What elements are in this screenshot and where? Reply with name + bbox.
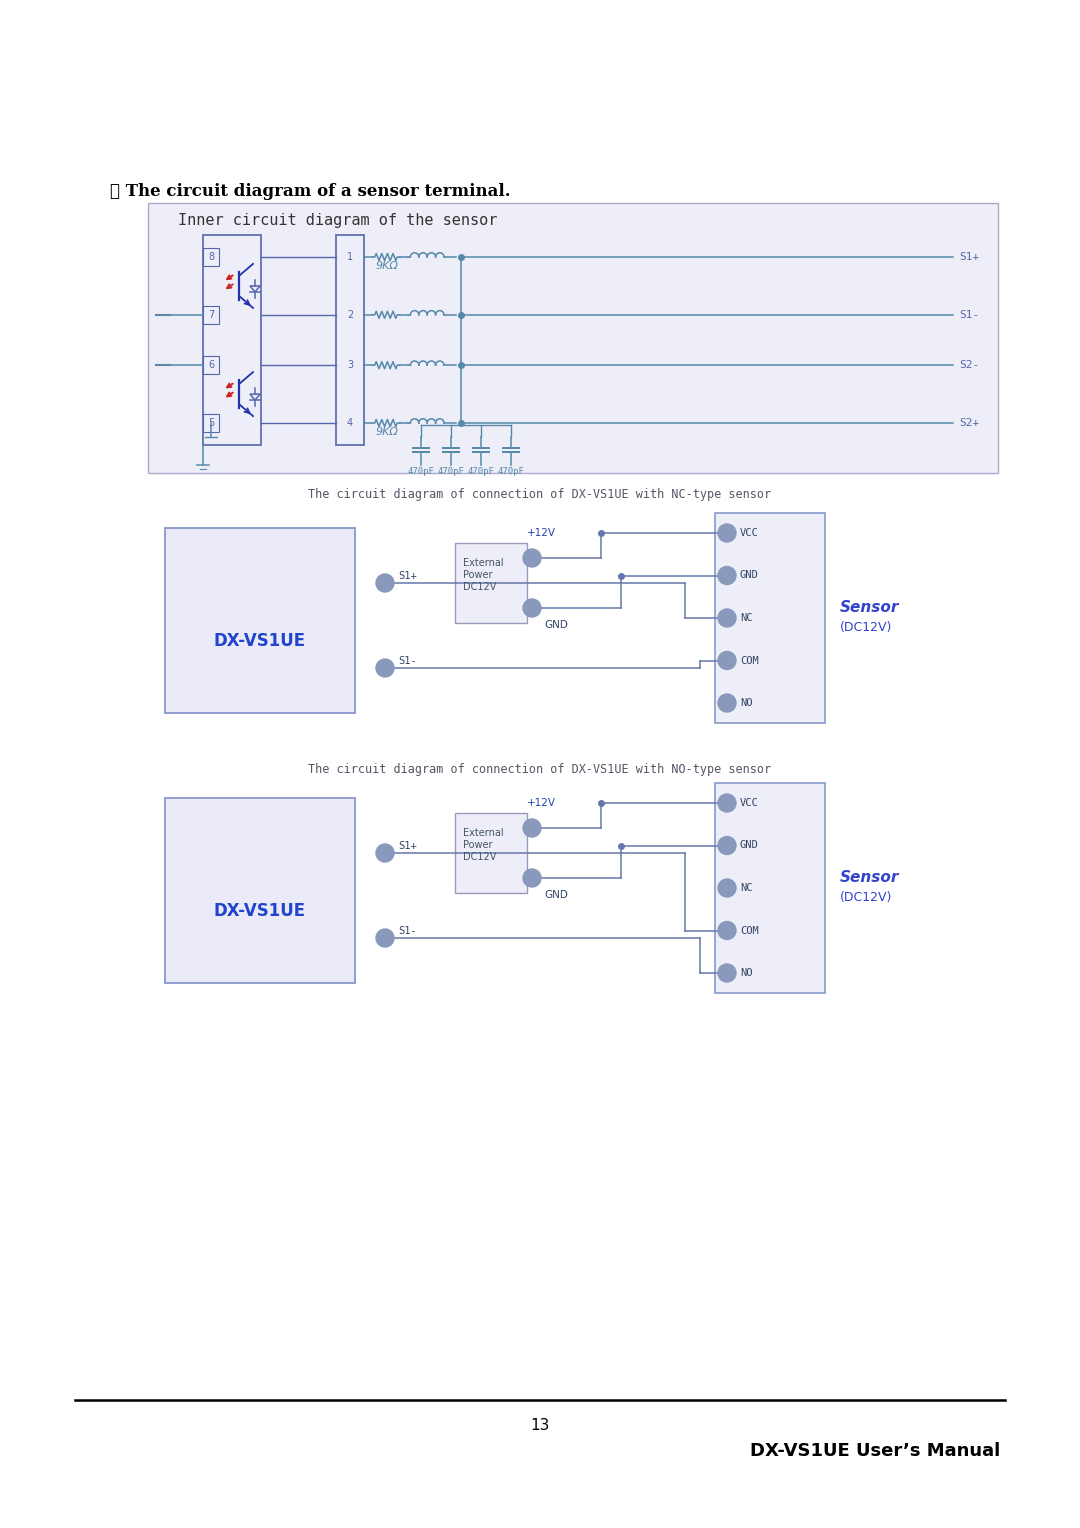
Text: S1-: S1- [399, 656, 417, 666]
Circle shape [523, 869, 541, 886]
Text: The circuit diagram of connection of DX-VS1UE with NO-type sensor: The circuit diagram of connection of DX-… [309, 762, 771, 776]
Text: ・ The circuit diagram of a sensor terminal.: ・ The circuit diagram of a sensor termin… [110, 183, 511, 200]
Text: NC: NC [740, 883, 753, 892]
Bar [203, 356, 219, 374]
Bar [336, 235, 364, 445]
Text: +12V: +12V [527, 529, 556, 538]
Text: DX-VS1UE User’s Manual: DX-VS1UE User’s Manual [750, 1442, 1000, 1459]
Circle shape [718, 610, 735, 626]
Text: GND: GND [740, 570, 759, 581]
Text: S1+: S1+ [399, 840, 417, 851]
Bar [455, 542, 527, 623]
Text: 9KΩ: 9KΩ [376, 426, 399, 437]
Text: 5: 5 [207, 419, 214, 428]
Bar [165, 798, 355, 983]
Text: DX-VS1UE: DX-VS1UE [214, 633, 306, 649]
Bar [203, 248, 219, 266]
Text: VCC: VCC [740, 798, 759, 808]
Circle shape [523, 599, 541, 617]
Text: 7: 7 [207, 310, 214, 319]
Text: 9KΩ: 9KΩ [376, 261, 399, 270]
Circle shape [718, 836, 735, 854]
Text: Inner circuit diagram of the sensor: Inner circuit diagram of the sensor [178, 212, 498, 228]
Circle shape [376, 575, 394, 591]
Text: (DC12V): (DC12V) [840, 891, 892, 905]
Bar [203, 414, 219, 432]
Circle shape [376, 929, 394, 947]
Text: S2+: S2+ [959, 419, 980, 428]
Circle shape [718, 795, 735, 811]
Text: GND: GND [544, 620, 568, 630]
Bar [148, 203, 998, 474]
Text: 470pF: 470pF [437, 468, 464, 477]
Text: (DC12V): (DC12V) [840, 622, 892, 634]
Bar [165, 529, 355, 714]
Bar [203, 306, 219, 324]
Circle shape [376, 843, 394, 862]
Text: 1: 1 [347, 252, 353, 261]
Circle shape [718, 567, 735, 585]
Circle shape [718, 879, 735, 897]
Circle shape [718, 964, 735, 983]
Text: GND: GND [740, 840, 759, 851]
Text: COM: COM [740, 926, 759, 935]
Bar [455, 813, 527, 892]
Text: VCC: VCC [740, 529, 759, 538]
Text: 13: 13 [530, 1418, 550, 1433]
Text: NC: NC [740, 613, 753, 623]
Text: 470pF: 470pF [407, 468, 434, 477]
Text: S1+: S1+ [399, 571, 417, 581]
Circle shape [718, 694, 735, 712]
Bar [715, 513, 825, 723]
Text: S1-: S1- [959, 310, 980, 319]
Text: Sensor: Sensor [840, 871, 900, 886]
Text: +12V: +12V [527, 798, 556, 808]
Text: NO: NO [740, 698, 753, 707]
Text: 470pF: 470pF [468, 468, 495, 477]
Text: DX-VS1UE: DX-VS1UE [214, 902, 306, 920]
Circle shape [718, 524, 735, 542]
Text: External
Power
DC12V: External Power DC12V [463, 558, 503, 591]
Text: External
Power
DC12V: External Power DC12V [463, 828, 503, 862]
Text: 3: 3 [347, 361, 353, 370]
Text: S1+: S1+ [959, 252, 980, 261]
Circle shape [376, 659, 394, 677]
Text: Sensor: Sensor [840, 601, 900, 616]
Text: 8: 8 [208, 252, 214, 261]
Bar [203, 235, 261, 445]
Text: 4: 4 [347, 419, 353, 428]
Text: 6: 6 [208, 361, 214, 370]
Text: GND: GND [544, 889, 568, 900]
Text: S1-: S1- [399, 926, 417, 937]
Text: S2-: S2- [959, 361, 980, 370]
Bar [715, 782, 825, 993]
Circle shape [718, 651, 735, 669]
Text: 470pF: 470pF [498, 468, 525, 477]
Circle shape [523, 819, 541, 837]
Text: The circuit diagram of connection of DX-VS1UE with NC-type sensor: The circuit diagram of connection of DX-… [309, 487, 771, 501]
Text: COM: COM [740, 656, 759, 666]
Circle shape [523, 549, 541, 567]
Circle shape [718, 921, 735, 940]
Text: 2: 2 [347, 310, 353, 319]
Text: NO: NO [740, 969, 753, 978]
